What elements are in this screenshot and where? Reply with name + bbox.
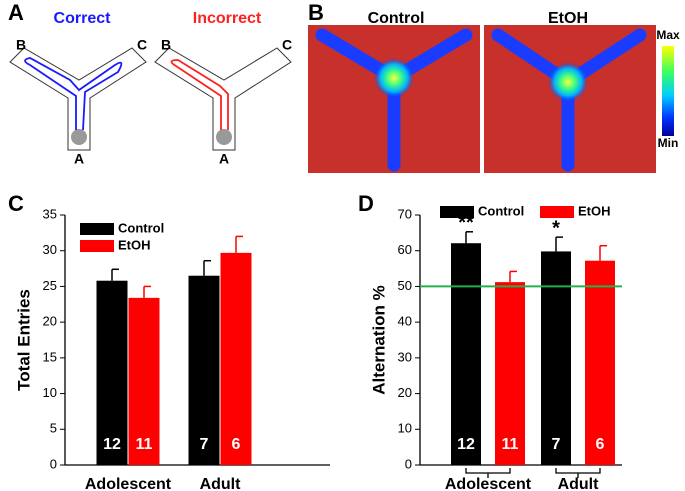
y-tick-label: 25 xyxy=(43,278,57,293)
significance: * xyxy=(552,217,560,239)
legend-swatch xyxy=(80,223,114,235)
legend-swatch xyxy=(80,240,114,252)
y-tick-label: 15 xyxy=(43,349,57,364)
legend-label: EtOH xyxy=(118,237,151,252)
bar xyxy=(585,260,615,465)
bar xyxy=(451,243,481,465)
y-tick-label: 10 xyxy=(43,385,57,400)
sample-size: 12 xyxy=(457,436,475,453)
bar xyxy=(220,252,252,465)
arm-label: A xyxy=(219,151,229,167)
mouse xyxy=(71,129,232,145)
heatmap-title: Control xyxy=(368,10,425,27)
sample-size: 11 xyxy=(502,436,519,453)
y-axis-label: Alternation % xyxy=(369,285,388,395)
y-tick-label: 50 xyxy=(398,278,412,293)
y-tick-label: 70 xyxy=(398,206,412,221)
bar xyxy=(188,275,220,465)
y-tick-label: 0 xyxy=(50,456,57,471)
panel-label: D xyxy=(358,191,374,216)
sample-size: 7 xyxy=(200,436,209,453)
x-tick-label: Adult xyxy=(200,476,242,491)
panel-label: B xyxy=(308,0,324,25)
sample-size: 7 xyxy=(552,436,561,453)
sample-size: 12 xyxy=(103,436,121,453)
maze-title: Correct xyxy=(54,10,112,27)
y-tick-label: 5 xyxy=(50,421,57,436)
bracket xyxy=(465,468,601,478)
y-tick-label: 60 xyxy=(398,242,412,257)
legend-swatch xyxy=(540,206,574,218)
bar xyxy=(128,297,160,465)
y-axis-label: Total Entries xyxy=(14,289,33,391)
y-tick-label: 30 xyxy=(43,242,57,257)
heatmap xyxy=(308,25,656,173)
panel-label: A xyxy=(8,0,24,25)
legend-swatch xyxy=(440,206,474,218)
sample-size: 11 xyxy=(136,436,153,453)
arm-label: C xyxy=(282,37,292,53)
x-tick-label: Adolescent xyxy=(445,476,532,491)
colorbar xyxy=(662,46,674,136)
legend-label: Control xyxy=(478,203,524,218)
y-tick-label: 10 xyxy=(398,421,412,436)
x-tick-label: Adult xyxy=(558,476,600,491)
y-tick-label: 30 xyxy=(398,349,412,364)
arm-label: B xyxy=(161,37,171,53)
path-arrows xyxy=(24,57,229,131)
maze-title: Incorrect xyxy=(193,10,262,27)
colorbar-label: Max xyxy=(656,28,680,42)
arm-label: A xyxy=(74,151,84,167)
y-tick-label: 20 xyxy=(398,385,412,400)
y-tick-label: 0 xyxy=(405,456,412,471)
bar xyxy=(96,280,128,465)
bar xyxy=(495,282,525,465)
y-tick-label: 40 xyxy=(398,314,412,329)
arm-label: B xyxy=(16,37,26,53)
bar xyxy=(541,251,571,465)
colorbar-label: Min xyxy=(658,136,679,150)
y-tick-label: 35 xyxy=(43,206,57,221)
heatmap-title: EtOH xyxy=(548,10,588,27)
arm-label: C xyxy=(137,37,147,53)
sample-size: 6 xyxy=(232,436,241,453)
sample-size: 6 xyxy=(596,436,605,453)
legend-label: EtOH xyxy=(578,203,611,218)
y-tick-label: 20 xyxy=(43,314,57,329)
x-tick-label: Adolescent xyxy=(85,476,172,491)
maze xyxy=(9,47,292,151)
panel-label: C xyxy=(8,191,24,216)
legend-label: Control xyxy=(118,220,164,235)
